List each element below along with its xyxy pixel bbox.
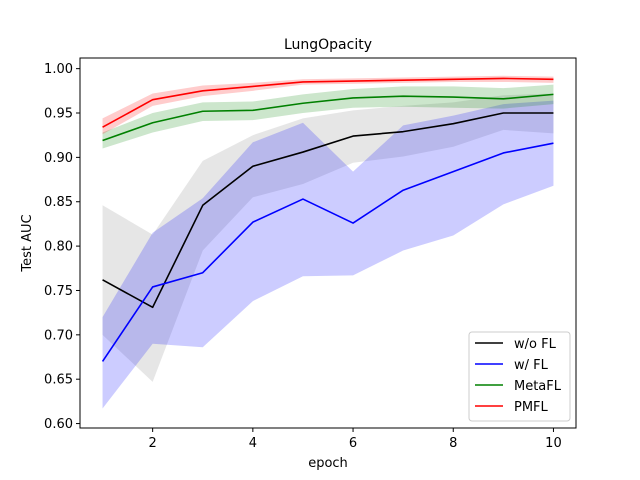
x-tick-label: 8 [449, 436, 457, 451]
y-axis-ticks: 0.60 0.65 0.70 0.75 0.80 0.85 0.90 0.95 1.00 [44, 62, 80, 432]
line-series-2 [102, 93, 554, 142]
band-series-0 [102, 93, 554, 382]
y-tick-label: 0.90 [44, 151, 73, 166]
y-axis-label: Test AUC [20, 214, 35, 272]
line-series-0 [102, 112, 554, 309]
y-tick-label: 0.85 [44, 195, 73, 210]
x-tick-label: 2 [149, 436, 157, 451]
y-tick-label: 1.00 [44, 62, 73, 77]
y-tick-label: 0.60 [44, 417, 73, 432]
legend-label-3: PMFL [514, 400, 549, 415]
y-tick-label: 0.95 [44, 107, 73, 122]
legend-label-1: w/ FL [514, 358, 549, 373]
y-tick-label: 0.80 [44, 240, 73, 255]
line-series-3 [102, 77, 554, 128]
band-series-1 [102, 100, 554, 409]
plot-frame [79, 57, 577, 429]
legend-label-0: w/o FL [514, 337, 557, 352]
legend-box [468, 331, 571, 422]
x-tick-label: 10 [545, 436, 562, 451]
band-series-2 [102, 84, 554, 149]
legend-label-2: MetaFL [514, 379, 562, 394]
y-tick-label: 0.75 [44, 284, 73, 299]
x-tick-label: 4 [249, 436, 257, 451]
chart-title: LungOpacity [284, 37, 372, 53]
y-tick-label: 0.70 [44, 328, 73, 343]
x-tick-label: 6 [349, 436, 357, 451]
series-lines [101, 77, 554, 362]
line-series-1 [101, 142, 554, 362]
y-tick-label: 0.65 [44, 373, 73, 388]
x-axis-label: epoch [308, 456, 348, 471]
legend: w/o FL w/ FL MetaFL PMFL [468, 331, 571, 422]
x-axis-ticks: 2 4 6 8 10 [149, 428, 562, 451]
